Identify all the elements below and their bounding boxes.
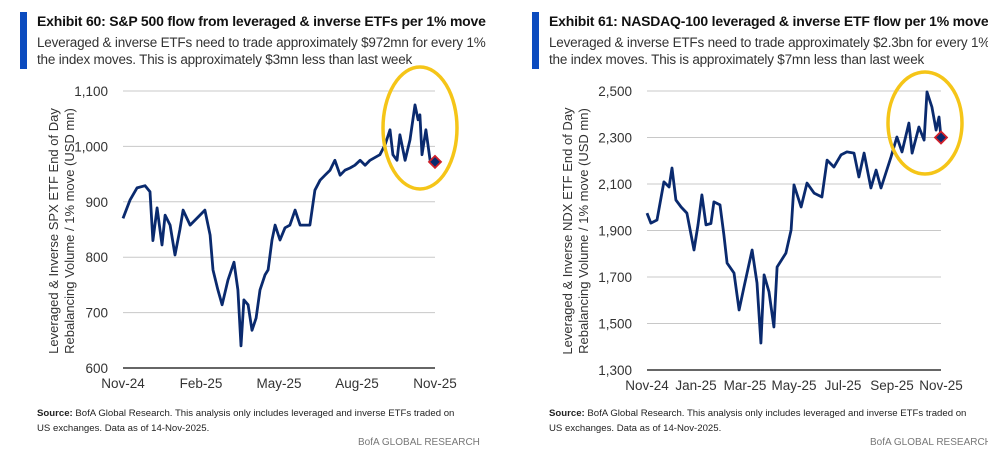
series-line	[645, 90, 943, 345]
y-tick-label: 1,100	[74, 84, 108, 99]
highlight-ellipse	[381, 65, 459, 191]
brand-label: BofA GLOBAL RESEARCH	[358, 437, 480, 448]
exhibit-61-panel: Exhibit 61: NASDAQ-100 leveraged & inver…	[494, 0, 988, 457]
x-tick-label: May-25	[256, 376, 301, 391]
y-tick-label: 1,500	[598, 317, 632, 332]
x-tick-label: Nov-24	[625, 378, 669, 393]
y-tick-label: 1,700	[598, 270, 632, 285]
exhibit-60-panel: Exhibit 60: S&P 500 flow from leveraged …	[20, 12, 486, 448]
y-tick-label: 1,000	[74, 139, 108, 154]
chart-title: Exhibit 61: NASDAQ-100 leveraged & inver…	[549, 13, 988, 29]
y-tick-label: 1,900	[598, 224, 632, 239]
subtitle-line: the index moves. This is approximately $…	[549, 52, 925, 67]
source-text-2: US exchanges. Data as of 14-Nov-2025.	[549, 423, 722, 434]
brand-label: BofA GLOBAL RESEARCH	[870, 437, 988, 448]
spx-line-chart: 600 700 800 900 1,000 1,100 Nov-24 Feb-25 May-25…	[74, 65, 459, 391]
x-tick-label: Feb-25	[180, 376, 223, 391]
x-tick-label: Mar-25	[724, 378, 767, 393]
source-note: Source: BofA Global Research. This analy…	[549, 406, 966, 436]
source-label: Source:	[37, 408, 73, 419]
subtitle-line: Leveraged & inverse ETFs need to trade a…	[549, 35, 988, 50]
chart-title: Exhibit 60: S&P 500 flow from leveraged …	[37, 13, 486, 29]
subtitle-line: the index moves. This is approximately $…	[37, 52, 413, 67]
source-text: BofA Global Research. This analysis only…	[584, 408, 967, 419]
x-tick-label: Nov-25	[413, 376, 457, 391]
y-tick-label: 2,100	[598, 177, 632, 192]
title-accent-bar	[532, 12, 539, 69]
y-tick-label: 2,300	[598, 131, 632, 146]
latest-value-marker	[427, 154, 443, 170]
series-line	[121, 103, 436, 348]
x-tick-label: Aug-25	[335, 376, 379, 391]
source-label: Source:	[549, 408, 585, 419]
x-tick-label: May-25	[771, 378, 816, 393]
chart-subtitle: Leveraged & inverse ETFs need to trade a…	[549, 34, 988, 68]
ndx-line-chart: 1,300 1,500 1,700 1,900 2,100 2,300 2,500 Nov-2…	[598, 70, 964, 393]
source-text-2: US exchanges. Data as of 14-Nov-2025.	[37, 423, 210, 434]
chart-subtitle: Leveraged & inverse ETFs need to trade a…	[37, 34, 486, 68]
y-tick-label: 1,300	[598, 363, 632, 378]
latest-value-marker	[933, 130, 949, 145]
x-tick-label: Jul-25	[825, 378, 862, 393]
x-tick-label: Jan-25	[675, 378, 716, 393]
source-note: Source: BofA Global Research. This analy…	[37, 406, 454, 436]
x-tick-label: Sep-25	[870, 378, 914, 393]
y-tick-label: 800	[85, 250, 108, 265]
y-tick-label: 2,500	[598, 84, 632, 99]
y-tick-label: 600	[85, 361, 108, 376]
subtitle-line: Leveraged & inverse ETFs need to trade a…	[37, 35, 486, 50]
y-tick-label: 700	[85, 306, 108, 321]
source-text: BofA Global Research. This analysis only…	[72, 408, 455, 419]
highlight-ellipse	[886, 70, 964, 176]
x-tick-label: Nov-25	[919, 378, 963, 393]
title-accent-bar	[20, 12, 27, 69]
y-tick-label: 900	[85, 195, 108, 210]
x-tick-label: Nov-24	[101, 376, 145, 391]
